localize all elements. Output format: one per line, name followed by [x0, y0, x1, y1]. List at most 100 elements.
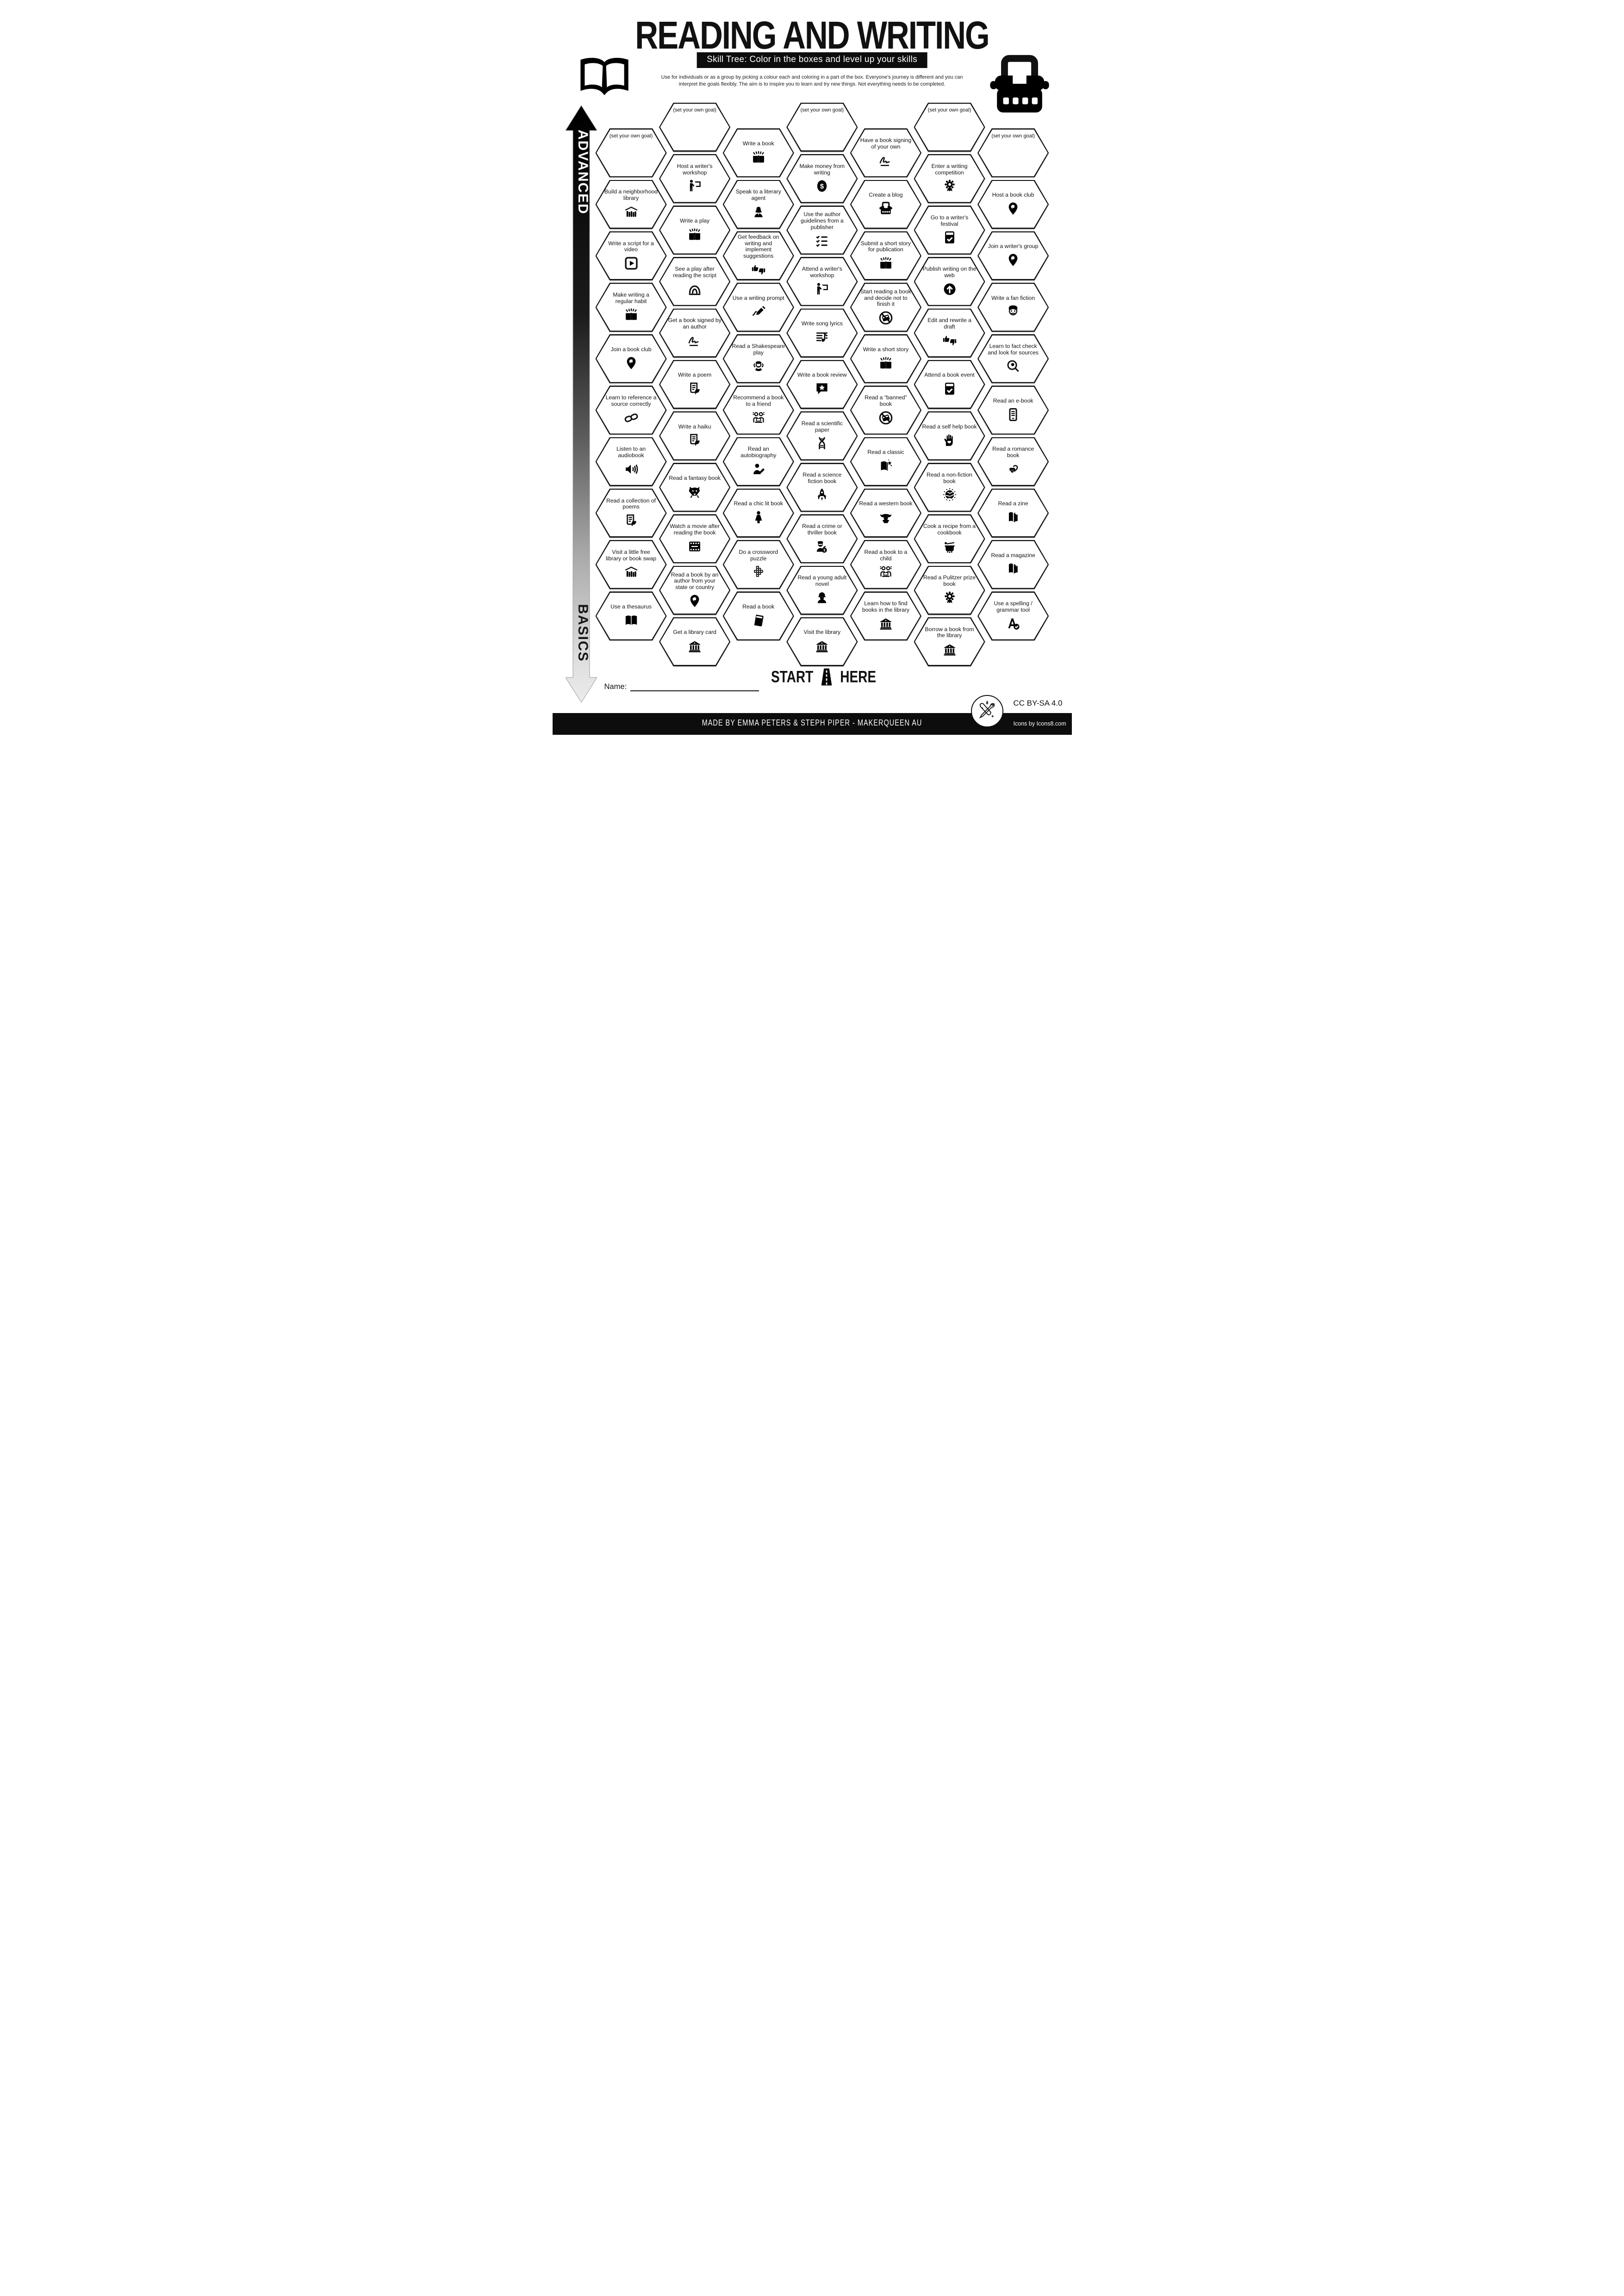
hex-cell[interactable]: Create a blog: [851, 180, 921, 228]
hex-cell[interactable]: Read an autobiography: [724, 438, 793, 485]
hex-cell[interactable]: Use a writing prompt: [724, 284, 793, 331]
hex-listen-to-an-audiobook[interactable]: Listen to an audiobook: [595, 437, 667, 486]
hex-cell[interactable]: Use the author guidelines from a publish…: [787, 206, 857, 254]
hex-make-money-from-writing[interactable]: Make money from writing $: [786, 154, 858, 203]
hex-see-a-play-after-reading-the-script[interactable]: See a play after reading the script: [659, 257, 731, 306]
hex-set-your-own-goal[interactable]: (set your own goal): [595, 128, 667, 178]
hex-read-a-chic-lit-book[interactable]: Read a chic lit book: [722, 488, 794, 538]
hex-cell[interactable]: Read a science fiction book: [787, 464, 857, 511]
hex-go-to-a-writer-s-festival[interactable]: Go to a writer's festival: [914, 205, 985, 255]
hex-read-a-collection-of-poems[interactable]: Read a collection of poems: [595, 488, 667, 538]
hex-learn-to-reference-a-source-correctly[interactable]: Learn to reference a source correctly: [595, 385, 667, 435]
hex-get-feedback-on-writing-and-implement-suggestions[interactable]: Get feedback on writing and implement su…: [722, 231, 794, 280]
hex-cell[interactable]: Recommend a book to a friend: [724, 386, 793, 434]
hex-cell[interactable]: Visit the library: [787, 618, 857, 665]
hex-watch-a-movie-after-reading-the-book[interactable]: Watch a movie after reading the book: [659, 514, 731, 564]
hex-get-a-library-card[interactable]: Get a library card: [659, 617, 731, 666]
hex-read-an-autobiography[interactable]: Read an autobiography: [722, 437, 794, 486]
hex-read-a-book-to-a-child[interactable]: Read a book to a child: [850, 540, 921, 589]
hex-cell[interactable]: Read a western book: [851, 490, 921, 537]
hex-cell[interactable]: Read a zine: [978, 490, 1048, 537]
hex-cell[interactable]: (set your own goal): [660, 104, 729, 151]
hex-cell[interactable]: Read a self help book: [915, 412, 984, 459]
hex-read-a-book[interactable]: Read a book: [722, 591, 794, 641]
hex-cell[interactable]: Read a book to a child: [851, 541, 921, 588]
hex-cell[interactable]: Write a poem: [660, 361, 729, 408]
hex-create-a-blog[interactable]: Create a blog: [850, 180, 921, 229]
hex-use-a-writing-prompt[interactable]: Use a writing prompt: [722, 283, 794, 332]
hex-set-your-own-goal[interactable]: (set your own goal): [977, 128, 1049, 178]
hex-read-an-e-book[interactable]: Read an e-book: [977, 385, 1049, 435]
hex-make-writing-a-regular-habit[interactable]: Make writing a regular habit: [595, 283, 667, 332]
hex-cell[interactable]: Make money from writing $: [787, 155, 857, 202]
hex-cell[interactable]: Do a crossword puzzle: [724, 541, 793, 588]
hex-cell[interactable]: See a play after reading the script: [660, 258, 729, 305]
hex-cell[interactable]: Publish writing on the web: [915, 258, 984, 305]
hex-cell[interactable]: Read an e-book: [978, 386, 1048, 434]
hex-cell[interactable]: Read a book: [724, 592, 793, 639]
hex-start-reading-a-book-and-decide-not-to-finish-it[interactable]: Start reading a book and decide not to f…: [850, 283, 921, 332]
hex-read-a-fantasy-book[interactable]: Read a fantasy book: [659, 463, 731, 512]
hex-write-a-fan-fiction[interactable]: Write a fan fiction: [977, 283, 1049, 332]
hex-use-a-spelling-grammar-tool[interactable]: Use a spelling / grammar tool: [977, 591, 1049, 641]
hex-cell[interactable]: Read a young adult novel: [787, 566, 857, 614]
hex-write-a-poem[interactable]: Write a poem: [659, 360, 731, 409]
hex-join-a-book-club[interactable]: Join a book club: [595, 334, 667, 384]
hex-attend-a-writer-s-workshop[interactable]: Attend a writer's workshop: [786, 257, 858, 306]
hex-learn-how-to-find-books-in-the-library[interactable]: Learn how to find books in the library: [850, 591, 921, 641]
hex-speak-to-a-literary-agent[interactable]: Speak to a literary agent: [722, 180, 794, 229]
hex-cell[interactable]: Enter a writing competition: [915, 155, 984, 202]
hex-cell[interactable]: (set your own goal): [596, 129, 666, 176]
hex-edit-and-rewrite-a-draft[interactable]: Edit and rewrite a draft: [914, 308, 985, 358]
hex-read-a-science-fiction-book[interactable]: Read a science fiction book: [786, 463, 858, 512]
hex-cell[interactable]: (set your own goal): [915, 104, 984, 151]
hex-read-a-book-by-an-author-from-your-state-or-country[interactable]: Read a book by an author from your state…: [659, 565, 731, 615]
hex-read-a-shakespeare-play[interactable]: Read a Shakespeare play: [722, 334, 794, 384]
hex-use-a-thesaurus[interactable]: Use a thesaurus: [595, 591, 667, 641]
hex-cell[interactable]: Write a script for a video: [596, 232, 666, 279]
hex-cell[interactable]: Join a book club: [596, 335, 666, 382]
hex-read-a-classic[interactable]: Read a classic: [850, 437, 921, 486]
hex-cell[interactable]: Join a writer's group: [978, 232, 1048, 279]
hex-read-a-scientific-paper[interactable]: Read a scientific paper: [786, 411, 858, 460]
hex-get-a-book-signed-by-an-author[interactable]: Get a book signed by an author: [659, 308, 731, 358]
hex-read-a-young-adult-novel[interactable]: Read a young adult novel: [786, 565, 858, 615]
hex-cell[interactable]: Get a library card: [660, 618, 729, 665]
hex-cell[interactable]: Watch a movie after reading the book: [660, 515, 729, 562]
hex-attend-a-book-event[interactable]: Attend a book event: [914, 360, 985, 409]
hex-cell[interactable]: Learn to reference a source correctly: [596, 386, 666, 434]
hex-publish-writing-on-the-web[interactable]: Publish writing on the web: [914, 257, 985, 306]
hex-read-a-zine[interactable]: Read a zine: [977, 488, 1049, 538]
hex-cell[interactable]: Use a thesaurus: [596, 592, 666, 639]
hex-recommend-a-book-to-a-friend[interactable]: Recommend a book to a friend: [722, 385, 794, 435]
hex-cell[interactable]: Write a fan fiction: [978, 284, 1048, 331]
hex-cell[interactable]: Go to a writer's festival: [915, 206, 984, 254]
hex-enter-a-writing-competition[interactable]: Enter a writing competition: [914, 154, 985, 203]
hex-cell[interactable]: Cook a recipe from a cookbook: [915, 515, 984, 562]
hex-cell[interactable]: Borrow a book from the library: [915, 618, 984, 665]
hex-read-a-pulitzer-prize-book[interactable]: Read a Pulitzer prize book: [914, 565, 985, 615]
name-input-line[interactable]: [630, 682, 759, 691]
hex-write-song-lyrics[interactable]: Write song lyrics: [786, 308, 858, 358]
hex-cell[interactable]: (set your own goal): [978, 129, 1048, 176]
hex-join-a-writer-s-group[interactable]: Join a writer's group: [977, 231, 1049, 280]
hex-host-a-book-club[interactable]: Host a book club: [977, 180, 1049, 229]
hex-write-a-book[interactable]: Write a book: [722, 128, 794, 178]
hex-do-a-crossword-puzzle[interactable]: Do a crossword puzzle: [722, 540, 794, 589]
hex-submit-a-short-story-for-publication[interactable]: Submit a short story for publication: [850, 231, 921, 280]
hex-read-a-romance-book[interactable]: Read a romance book: [977, 437, 1049, 486]
hex-cell[interactable]: Read a romance book: [978, 438, 1048, 485]
hex-cell[interactable]: Write song lyrics: [787, 309, 857, 357]
hex-set-your-own-goal[interactable]: (set your own goal): [786, 102, 858, 152]
hex-read-a-banned-book[interactable]: Read a “banned” book: [850, 385, 921, 435]
hex-write-a-book-review[interactable]: Write a book review: [786, 360, 858, 409]
hex-cell[interactable]: Submit a short story for publication: [851, 232, 921, 279]
hex-cell[interactable]: Write a book: [724, 129, 793, 176]
hex-cell[interactable]: Read a Shakespeare play: [724, 335, 793, 382]
hex-read-a-self-help-book[interactable]: Read a self help book: [914, 411, 985, 460]
hex-read-a-western-book[interactable]: Read a western book: [850, 488, 921, 538]
hex-cell[interactable]: Read a collection of poems: [596, 490, 666, 537]
hex-cell[interactable]: Read a fantasy book: [660, 464, 729, 511]
hex-cell[interactable]: Use a spelling / grammar tool: [978, 592, 1048, 639]
hex-cell[interactable]: Listen to an audiobook: [596, 438, 666, 485]
